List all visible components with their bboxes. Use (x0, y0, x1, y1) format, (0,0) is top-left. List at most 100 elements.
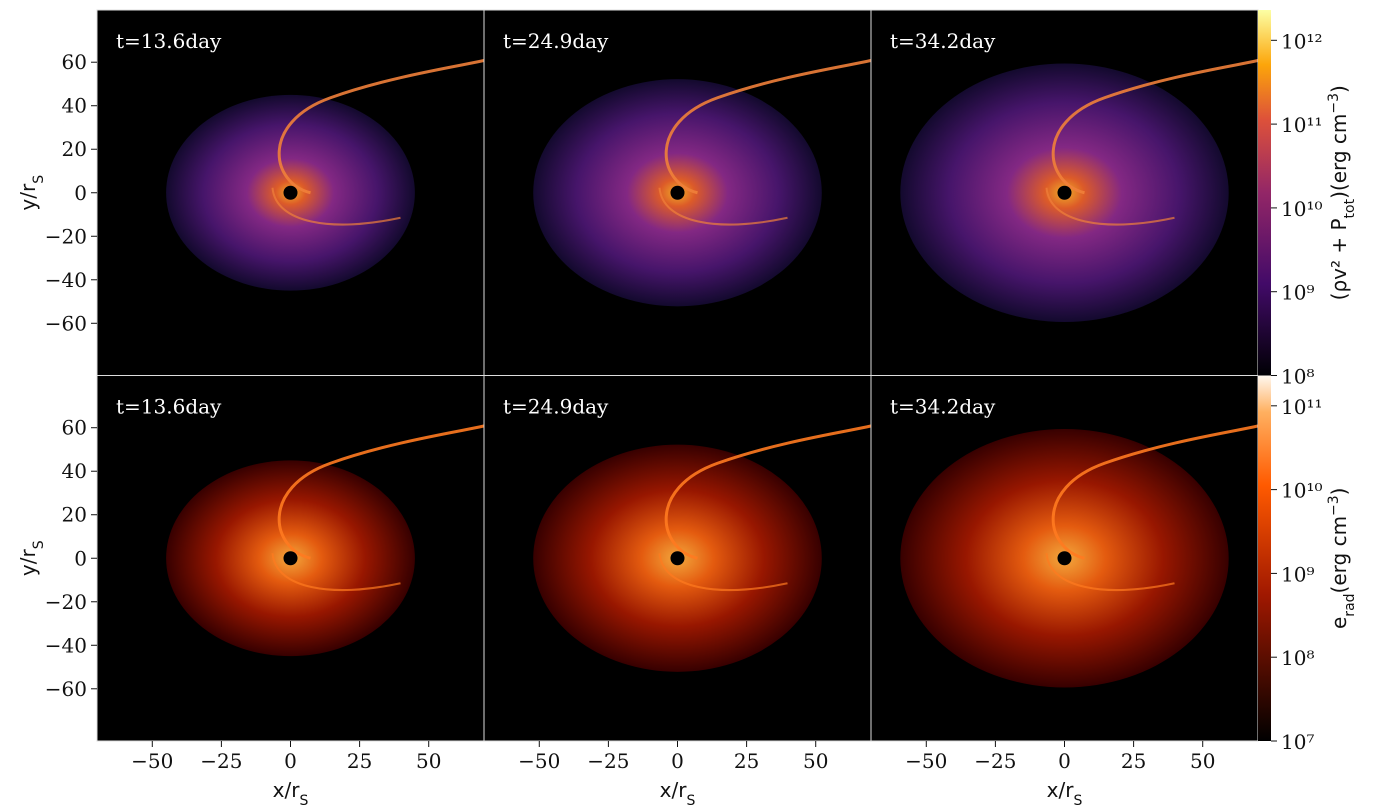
panel-title: t=24.9day (503, 395, 609, 419)
label-part: )(erg cm (1327, 114, 1351, 199)
label-part: −3 (1326, 93, 1342, 114)
label-part: ) (1327, 487, 1351, 495)
stream-tail (1045, 553, 1175, 591)
panel (870, 375, 1259, 742)
label-part: x/r (273, 778, 301, 802)
panel (96, 375, 485, 742)
y-tick-label: −40 (45, 633, 87, 657)
y-tick-label: 0 (74, 181, 87, 205)
x-tick-label: 0 (671, 749, 684, 773)
x-tick-label: 25 (347, 749, 372, 773)
heatmap-image (97, 10, 484, 376)
black-hole (1057, 551, 1072, 566)
stream-tail (658, 553, 788, 591)
black-hole (670, 185, 685, 200)
colorbar-tick-label: 10⁷ (1281, 730, 1314, 754)
heatmap-image (484, 10, 871, 376)
label-part: (ρv² + P (1327, 218, 1351, 300)
stream-tail (271, 553, 401, 591)
colorbar-tick-label: 10¹¹ (1281, 395, 1322, 419)
label-part: ) (1327, 85, 1351, 93)
colorbar-tick-label: 10¹¹ (1281, 113, 1322, 137)
stream (277, 59, 484, 195)
axis-label: y/rS (16, 540, 47, 576)
stream (1051, 424, 1258, 560)
y-tick-label: 40 (62, 94, 87, 118)
black-hole (283, 551, 298, 566)
y-tick-label: −20 (45, 224, 87, 248)
x-tick-label: −25 (974, 749, 1016, 773)
x-tick-label: −50 (518, 749, 560, 773)
black-hole (1057, 185, 1072, 200)
stream (664, 59, 871, 195)
label-part: y/r (16, 549, 40, 577)
panel-title: t=13.6day (116, 395, 222, 419)
stream-tail (658, 187, 788, 226)
stream (1051, 59, 1258, 195)
colorbar-tick-label: 10¹⁰ (1281, 197, 1322, 221)
stream (664, 424, 871, 560)
axis-label: x/rS (273, 778, 309, 809)
y-tick-label: 60 (62, 50, 87, 74)
y-tick-label: 20 (62, 137, 87, 161)
black-hole (670, 551, 685, 566)
y-tick-label: −60 (45, 311, 87, 335)
colorbar-tick-label: 10¹² (1281, 29, 1322, 53)
x-tick-label: 0 (284, 749, 297, 773)
axis-label: x/rS (660, 778, 696, 809)
colorbar-tick-label: 10⁹ (1281, 281, 1314, 305)
colorbar-tick-label: 10⁸ (1281, 365, 1314, 389)
panel-title: t=34.2day (890, 29, 996, 53)
heatmap-image (871, 375, 1258, 741)
x-tick-label: −50 (905, 749, 947, 773)
heatmap-image (871, 10, 1258, 376)
y-tick-label: −40 (45, 268, 87, 292)
panel-title: t=24.9day (503, 29, 609, 53)
label-part: S (31, 175, 47, 184)
heatmap-image (97, 375, 484, 741)
x-tick-label: −25 (587, 749, 629, 773)
colorbar-tick-label: 10¹⁰ (1281, 479, 1322, 503)
stream-tail (271, 187, 401, 226)
label-part: (erg cm (1327, 516, 1351, 594)
label-part: −3 (1326, 495, 1342, 516)
axis-label: y/rS (16, 175, 47, 211)
colorbar-tick-label: 10⁹ (1281, 562, 1314, 586)
axis-label: (ρv² + Ptot)(erg cm−3) (1326, 85, 1358, 300)
label-part: rad (1342, 593, 1358, 616)
x-tick-label: −50 (131, 749, 173, 773)
panel (870, 9, 1259, 376)
panel-title: t=13.6day (116, 29, 222, 53)
label-part: S (299, 793, 308, 809)
y-tick-label: −20 (45, 590, 87, 614)
panel (483, 9, 872, 376)
x-tick-label: 0 (1058, 749, 1071, 773)
y-tick-label: 0 (74, 546, 87, 570)
label-part: x/r (660, 778, 688, 802)
colorbar-tick-label: 10⁸ (1281, 646, 1314, 670)
stream (277, 424, 484, 560)
panel (483, 375, 872, 742)
axis-label: x/rS (1047, 778, 1083, 809)
label-part: S (1073, 793, 1082, 809)
x-tick-label: −25 (200, 749, 242, 773)
x-tick-label: 25 (734, 749, 759, 773)
y-tick-label: 20 (62, 503, 87, 527)
panel-title: t=34.2day (890, 395, 996, 419)
x-tick-label: 50 (803, 749, 828, 773)
x-tick-label: 25 (1121, 749, 1146, 773)
panel (96, 9, 485, 376)
x-tick-label: 50 (1190, 749, 1215, 773)
label-part: y/r (16, 183, 40, 211)
y-tick-label: −60 (45, 677, 87, 701)
black-hole (283, 185, 298, 200)
label-part: S (31, 540, 47, 549)
stream-tail (1045, 187, 1175, 226)
label-part: x/r (1047, 778, 1075, 802)
y-tick-label: 40 (62, 459, 87, 483)
label-part: S (686, 793, 695, 809)
colorbar (1258, 375, 1271, 741)
heatmap-image (484, 375, 871, 741)
x-tick-label: 50 (416, 749, 441, 773)
